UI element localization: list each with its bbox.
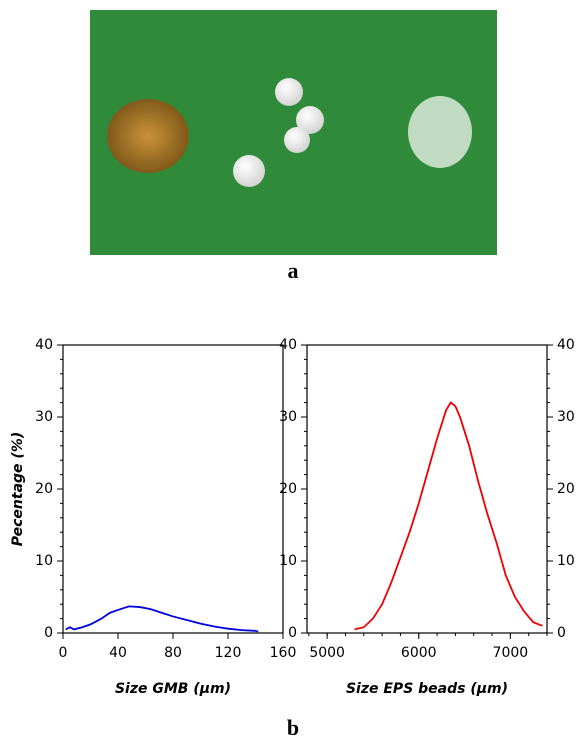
y-tick-label: 20 — [279, 481, 297, 497]
x-axis-label: Size EPS beads (μm) — [346, 681, 508, 697]
x-tick-label: 160 — [270, 645, 297, 661]
y-tick-label: 40 — [279, 337, 297, 353]
y-tick-label: 10 — [35, 553, 53, 569]
x-tick-label: 6000 — [401, 645, 437, 661]
panel-label: a — [288, 258, 299, 283]
y-tick-label: 10 — [279, 553, 297, 569]
y-tick-label: 10 — [557, 553, 575, 569]
y-tick-label: 30 — [557, 409, 575, 425]
x-tick-label: 7000 — [493, 645, 529, 661]
y-axis-label: Pecentage (%) — [10, 432, 26, 547]
x-tick-label: 0 — [59, 645, 68, 661]
y-tick-label: 0 — [44, 625, 53, 641]
data-line — [66, 606, 259, 631]
x-tick-label: 5000 — [309, 645, 345, 661]
plot-frame — [63, 345, 283, 633]
x-tick-label: 120 — [215, 645, 242, 661]
y-tick-label: 20 — [35, 481, 53, 497]
photo — [90, 10, 497, 255]
y-tick-label: 0 — [557, 625, 566, 641]
panel-label: b — [287, 715, 299, 738]
y-tick-label: 30 — [35, 409, 53, 425]
figure: a b 0 10 20 30 40 0 40 80 120 160 Size GMB (μm) Pec… — [0, 0, 583, 738]
y-tick-label: 30 — [279, 409, 297, 425]
y-tick-label: 0 — [288, 625, 297, 641]
x-tick-label: 80 — [164, 645, 182, 661]
y-tick-label: 40 — [557, 337, 575, 353]
y-tick-label: 20 — [557, 481, 575, 497]
x-tick-label: 40 — [109, 645, 127, 661]
data-line — [355, 403, 543, 630]
x-axis-label: Size GMB (μm) — [115, 681, 231, 697]
y-tick-label: 40 — [35, 337, 53, 353]
